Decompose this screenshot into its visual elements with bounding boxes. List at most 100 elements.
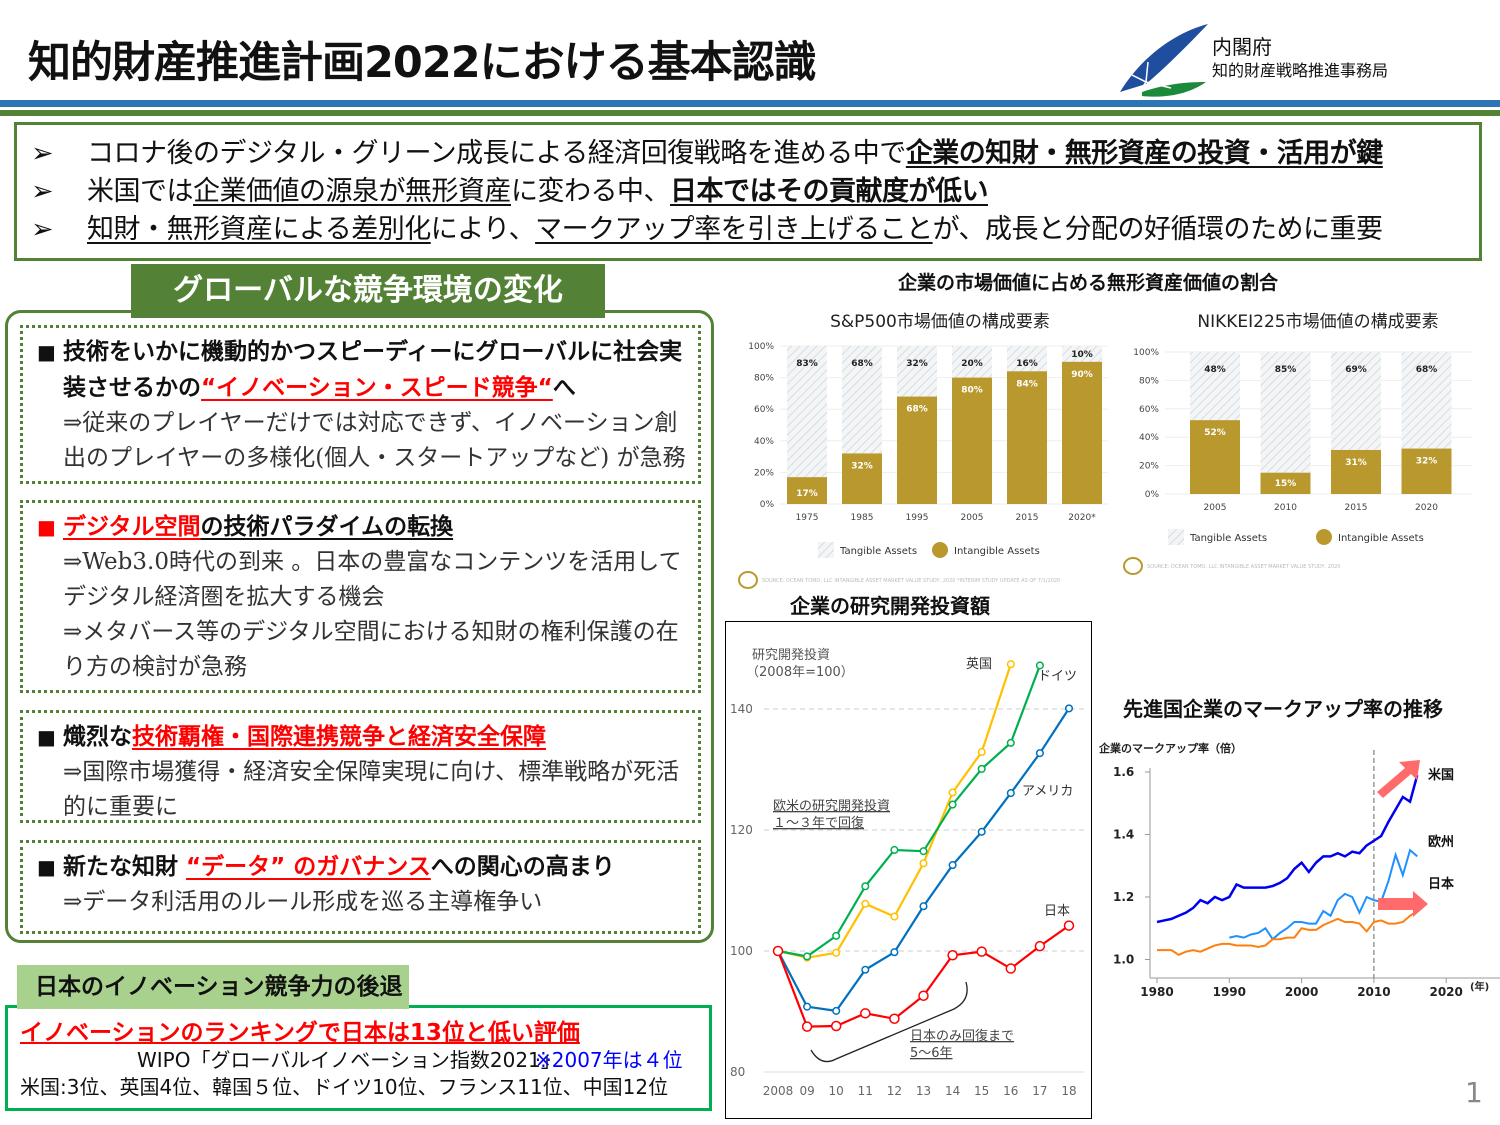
x-tick-label: 2020* [1068, 513, 1096, 523]
data-point [890, 845, 899, 855]
x-tick-label: 13 [916, 1084, 931, 1098]
x-tick-label: 1995 [906, 513, 929, 523]
data-label-intangible: 84% [1016, 379, 1038, 389]
ranking-source: WIPO「グローバルイノベーション指数2021」 [137, 1048, 561, 1072]
chart-title: NIKKEI225市場価値の構成要素 [1197, 312, 1438, 332]
y-tick-label: 1.6 [1113, 765, 1134, 779]
data-point [890, 948, 899, 957]
innovation-decline-title: 日本のイノベーション競争力の後退 [17, 965, 409, 1009]
x-tick-label: 1985 [851, 513, 874, 523]
logo-org-name: 内閣府 [1212, 35, 1272, 59]
data-point [919, 902, 928, 911]
y-tick-label: 1.0 [1113, 953, 1134, 967]
rd-chart-frame [725, 621, 1092, 1119]
bar-intangible [1190, 420, 1240, 494]
heading-highlight: “イノベーション・スピード競争“ [201, 375, 553, 401]
text: 知財・無形資産による差別化 [87, 214, 431, 245]
heading: 熾烈な [63, 724, 132, 750]
series-line [1156, 774, 1419, 924]
heading-highlight: デジタル空間 [63, 514, 201, 540]
y-tick-label: 40% [754, 437, 774, 447]
y-tick-label: 0% [760, 500, 775, 510]
x-axis-unit: (年) [1470, 980, 1489, 993]
x-tick-label: 2010 [1274, 503, 1297, 513]
y-tick-label: 60% [754, 405, 774, 415]
y-tick-label: 40% [1139, 433, 1159, 443]
data-point [1006, 660, 1015, 669]
heading: の技術パラダイムの転換 [200, 514, 454, 540]
y-tick-label: 1.4 [1113, 828, 1134, 842]
heading: 新たな知財 [63, 854, 187, 880]
data-point [948, 861, 957, 870]
data-point [1006, 738, 1015, 747]
rd-investment-title: 企業の研究開発投資額 [790, 594, 990, 618]
y-tick-label: 100% [748, 342, 774, 352]
data-label-intangible: 17% [796, 489, 818, 499]
series-label: 米国 [1428, 767, 1454, 783]
key-point: 企業の知財・無形資産の投資・活用が鍵 [905, 138, 1384, 169]
data-point [889, 1013, 900, 1025]
arrow-bullet-icon: ➢ [31, 176, 54, 207]
point-box: ■ 新たな知財 “データ” のガバナンスへの関心の高まり ⇒データ利活用のルール形… [20, 840, 701, 934]
data-label-intangible: 15% [1275, 479, 1297, 489]
data-point [832, 948, 841, 957]
x-tick-label: 10 [829, 1084, 844, 1098]
x-tick-label: 2005 [1204, 503, 1227, 513]
summary-line: ➢ 米国では企業価値の源泉が無形資産に変わる中、日本ではその貢献度が低い [31, 169, 989, 208]
data-point [977, 747, 986, 757]
section-title: グローバルな競争環境の変化 [131, 264, 605, 318]
legend-swatch-tangible [1168, 529, 1184, 545]
data-label-tangible: 16% [1016, 359, 1038, 369]
text: 企業価値の源泉が無形資産 [193, 176, 512, 207]
x-tick-label: 2020 [1415, 503, 1438, 513]
data-label-tangible: 48% [1204, 365, 1226, 375]
y-axis-label: 研究開発投資 [752, 647, 830, 663]
square-bullet-icon: ■ [37, 725, 56, 749]
square-bullet-icon: ■ [37, 515, 56, 539]
data-point [1035, 661, 1044, 670]
data-point [860, 1008, 871, 1019]
page-title: 知的財産推進計画2022における基本認識 [28, 38, 817, 88]
legend-swatch-intangible [932, 542, 948, 558]
bar-intangible [1260, 472, 1311, 494]
header-divider-blue [0, 100, 1500, 107]
ocean-tomo-logo-icon [738, 571, 758, 589]
x-tick-label: 1980 [1140, 985, 1173, 999]
data-point [919, 847, 928, 856]
legend-tangible: Tangible Assets [1189, 533, 1267, 544]
x-tick-label: 1990 [1213, 985, 1246, 999]
up-arrow-icon [1377, 760, 1420, 798]
point-box: ■ 技術をいかに機動的かつスピーディーにグローバルに社会実装させるかの“イノベーシ… [20, 325, 701, 484]
x-tick-label: 2005 [961, 513, 984, 523]
detail: ⇒従来のプレイヤーだけでは対応できず、イノベーション創出のプレイヤーの多様化(個… [63, 410, 686, 471]
legend-swatch-tangible [818, 542, 834, 558]
data-point [803, 952, 812, 961]
text: コロナ後のデジタル・グリーン成長による経済回復戦略を進める中で [87, 138, 906, 169]
data-point [1063, 920, 1075, 931]
square-bullet-icon: ■ [37, 855, 56, 879]
legend-intangible: Intangible Assets [1338, 533, 1424, 544]
x-tick-label: 2015 [1345, 503, 1368, 513]
x-tick-label: 2010 [1357, 985, 1390, 999]
arrow-bullet-icon: ➢ [31, 138, 54, 169]
bar-intangible [1007, 371, 1047, 504]
data-label-tangible: 68% [851, 359, 873, 369]
logo-dept-name: 知的財産戦略推進事務局 [1212, 61, 1389, 80]
y-tick-label: 1.2 [1113, 890, 1134, 904]
data-point [948, 800, 957, 809]
series-line [776, 924, 1070, 1028]
y-tick-label: 60% [1139, 405, 1159, 415]
bar-tangible [1260, 352, 1311, 473]
bar-intangible [787, 477, 827, 504]
x-tick-label: 12 [887, 1084, 902, 1098]
text: に変わる中、 [511, 176, 671, 207]
x-tick-label: 2000 [1285, 985, 1318, 999]
bar-intangible [952, 377, 992, 504]
data-point [772, 945, 784, 957]
data-point [948, 788, 957, 797]
bar-tangible [787, 346, 827, 478]
detail: ⇒データ利活用のルール形成を巡る主導権争い [63, 889, 543, 915]
y-tick-label: 100 [730, 944, 753, 958]
brace-icon [810, 981, 968, 1063]
bar-intangible [1401, 448, 1452, 494]
